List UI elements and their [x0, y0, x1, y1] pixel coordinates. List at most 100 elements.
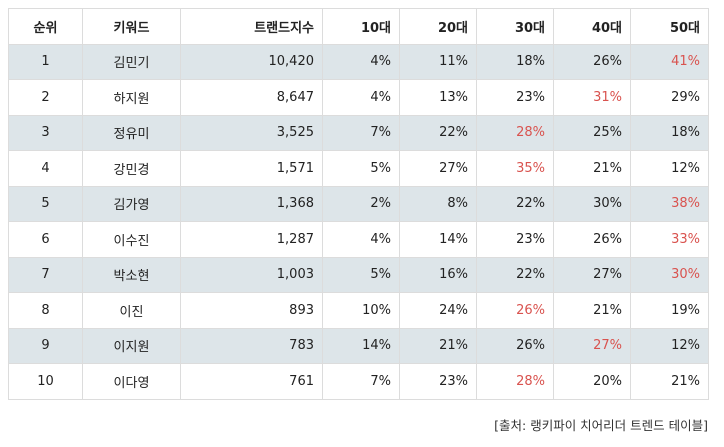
age-share-cell: 14% — [322, 327, 400, 364]
keyword-cell: 이지원 — [82, 327, 181, 364]
table-row: 8 이진 893 10% 24% 26% 21% 19% — [8, 292, 709, 329]
header-age-30s: 30대 — [476, 8, 554, 45]
age-share-cell: 31% — [553, 79, 631, 116]
table-row: 1 김민기 10,420 4% 11% 18% 26% 41% — [8, 43, 709, 80]
age-share-cell: 21% — [553, 292, 631, 329]
trend-index-cell: 761 — [180, 363, 323, 400]
rank-cell: 4 — [8, 150, 83, 187]
trend-index-cell: 1,368 — [180, 185, 323, 222]
trend-index-cell: 3,525 — [180, 114, 323, 151]
rank-cell: 9 — [8, 327, 83, 364]
age-share-cell: 10% — [322, 292, 400, 329]
age-share-cell: 21% — [399, 327, 477, 364]
age-share-cell: 4% — [322, 79, 400, 116]
trend-table: 순위 키워드 트랜드지수 10대 20대 30대 40대 50대 1 김민기 10,… — [8, 8, 709, 400]
keyword-cell: 박소현 — [82, 256, 181, 293]
rank-cell: 6 — [8, 221, 83, 258]
age-share-cell: 12% — [630, 327, 709, 364]
trend-index-cell: 8,647 — [180, 79, 323, 116]
trend-index-cell: 1,003 — [180, 256, 323, 293]
age-share-cell: 18% — [476, 43, 554, 80]
header-rank: 순위 — [8, 8, 83, 45]
age-share-cell: 11% — [399, 43, 477, 80]
header-trend-index: 트랜드지수 — [180, 8, 323, 45]
age-share-cell: 12% — [630, 150, 709, 187]
table-row: 3 정유미 3,525 7% 22% 28% 25% 18% — [8, 114, 709, 151]
age-share-cell: 27% — [399, 150, 477, 187]
rank-cell: 3 — [8, 114, 83, 151]
age-share-cell: 5% — [322, 150, 400, 187]
age-share-cell: 18% — [630, 114, 709, 151]
rank-cell: 8 — [8, 292, 83, 329]
table-row: 10 이다영 761 7% 23% 28% 20% 21% — [8, 363, 709, 400]
keyword-cell: 강민경 — [82, 150, 181, 187]
age-share-cell: 33% — [630, 221, 709, 258]
age-share-cell: 38% — [630, 185, 709, 222]
trend-index-cell: 1,287 — [180, 221, 323, 258]
rank-cell: 5 — [8, 185, 83, 222]
age-share-cell: 25% — [553, 114, 631, 151]
age-share-cell: 23% — [399, 363, 477, 400]
rank-cell: 7 — [8, 256, 83, 293]
age-share-cell: 26% — [553, 221, 631, 258]
age-share-cell: 22% — [399, 114, 477, 151]
age-share-cell: 4% — [322, 43, 400, 80]
keyword-cell: 김가영 — [82, 185, 181, 222]
age-share-cell: 27% — [553, 256, 631, 293]
age-share-cell: 23% — [476, 79, 554, 116]
age-share-cell: 23% — [476, 221, 554, 258]
age-share-cell: 26% — [476, 327, 554, 364]
age-share-cell: 14% — [399, 221, 477, 258]
age-share-cell: 8% — [399, 185, 477, 222]
table-row: 6 이수진 1,287 4% 14% 23% 26% 33% — [8, 221, 709, 258]
trend-index-cell: 1,571 — [180, 150, 323, 187]
age-share-cell: 21% — [553, 150, 631, 187]
table-row: 4 강민경 1,571 5% 27% 35% 21% 12% — [8, 150, 709, 187]
header-keyword: 키워드 — [82, 8, 181, 45]
table-row: 2 하지원 8,647 4% 13% 23% 31% 29% — [8, 79, 709, 116]
header-row: 순위 키워드 트랜드지수 10대 20대 30대 40대 50대 — [8, 8, 709, 45]
rank-cell: 10 — [8, 363, 83, 400]
age-share-cell: 24% — [399, 292, 477, 329]
age-share-cell: 30% — [630, 256, 709, 293]
age-share-cell: 2% — [322, 185, 400, 222]
age-share-cell: 28% — [476, 363, 554, 400]
header-age-40s: 40대 — [553, 8, 631, 45]
age-share-cell: 7% — [322, 363, 400, 400]
rank-cell: 1 — [8, 43, 83, 80]
age-share-cell: 35% — [476, 150, 554, 187]
age-share-cell: 41% — [630, 43, 709, 80]
keyword-cell: 하지원 — [82, 79, 181, 116]
trend-index-cell: 783 — [180, 327, 323, 364]
trend-index-cell: 10,420 — [180, 43, 323, 80]
keyword-cell: 김민기 — [82, 43, 181, 80]
age-share-cell: 22% — [476, 185, 554, 222]
age-share-cell: 4% — [322, 221, 400, 258]
age-share-cell: 26% — [553, 43, 631, 80]
header-age-50s: 50대 — [630, 8, 709, 45]
header-age-20s: 20대 — [399, 8, 477, 45]
age-share-cell: 20% — [553, 363, 631, 400]
table-body: 1 김민기 10,420 4% 11% 18% 26% 41% 2 하지원 8,647 4% 13% 23… — [8, 43, 709, 400]
age-share-cell: 13% — [399, 79, 477, 116]
table-row: 7 박소현 1,003 5% 16% 22% 27% 30% — [8, 256, 709, 293]
age-share-cell: 16% — [399, 256, 477, 293]
rank-cell: 2 — [8, 79, 83, 116]
age-share-cell: 5% — [322, 256, 400, 293]
age-share-cell: 7% — [322, 114, 400, 151]
table-row: 9 이지원 783 14% 21% 26% 27% 12% — [8, 327, 709, 364]
trend-index-cell: 893 — [180, 292, 323, 329]
keyword-cell: 이진 — [82, 292, 181, 329]
age-share-cell: 29% — [630, 79, 709, 116]
keyword-cell: 이다영 — [82, 363, 181, 400]
keyword-cell: 이수진 — [82, 221, 181, 258]
age-share-cell: 21% — [630, 363, 709, 400]
age-share-cell: 30% — [553, 185, 631, 222]
source-caption: [출처: 랭키파이 치어리더 트렌드 테이블] — [494, 418, 708, 433]
table-row: 5 김가영 1,368 2% 8% 22% 30% 38% — [8, 185, 709, 222]
age-share-cell: 19% — [630, 292, 709, 329]
age-share-cell: 28% — [476, 114, 554, 151]
header-age-10s: 10대 — [322, 8, 400, 45]
age-share-cell: 22% — [476, 256, 554, 293]
age-share-cell: 26% — [476, 292, 554, 329]
